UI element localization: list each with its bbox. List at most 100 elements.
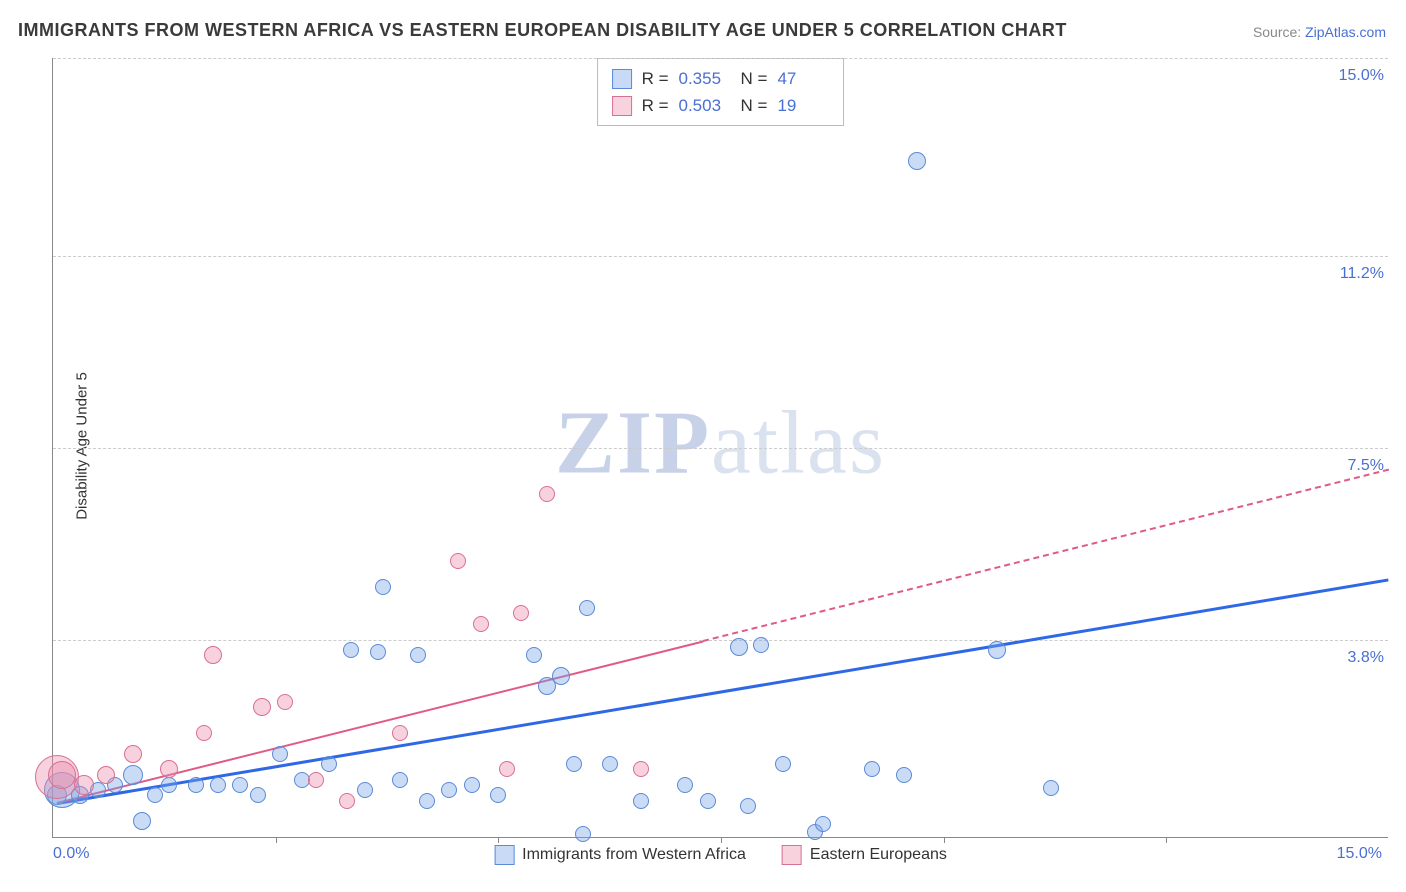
data-point (602, 756, 618, 772)
data-point (441, 782, 457, 798)
x-axis-min-label: 0.0% (53, 845, 89, 863)
trend-line (57, 640, 703, 803)
data-point (308, 772, 324, 788)
n-label: N = (741, 65, 768, 92)
legend-swatch (612, 69, 632, 89)
data-point (410, 647, 426, 663)
data-point (700, 793, 716, 809)
data-point (74, 775, 94, 795)
source-label: Source: (1253, 24, 1305, 40)
data-point (753, 637, 769, 653)
data-point (730, 638, 748, 656)
data-point (97, 766, 115, 784)
watermark-atlas: atlas (711, 393, 886, 492)
trend-line (703, 469, 1389, 642)
source-link[interactable]: ZipAtlas.com (1305, 24, 1386, 40)
data-point (160, 760, 178, 778)
data-point (499, 761, 515, 777)
data-point (633, 793, 649, 809)
r-value: 0.355 (679, 65, 731, 92)
data-point (490, 787, 506, 803)
legend-item: Eastern Europeans (782, 845, 947, 865)
data-point (357, 782, 373, 798)
data-point (253, 698, 271, 716)
legend-swatch (782, 845, 802, 865)
data-point (552, 667, 570, 685)
data-point (161, 777, 177, 793)
data-point (204, 646, 222, 664)
legend-swatch (494, 845, 514, 865)
data-point (775, 756, 791, 772)
n-value: 19 (777, 92, 829, 119)
legend-label: Eastern Europeans (810, 846, 947, 864)
chart-title: IMMIGRANTS FROM WESTERN AFRICA VS EASTER… (18, 20, 1067, 41)
data-point (473, 616, 489, 632)
data-point (277, 694, 293, 710)
y-tick-label: 15.0% (1339, 67, 1392, 85)
y-tick-label: 3.8% (1348, 649, 1392, 667)
watermark-zip: ZIP (555, 393, 711, 492)
corr-legend-row: R = 0.503 N = 19 (612, 92, 830, 119)
data-point (250, 787, 266, 803)
data-point (526, 647, 542, 663)
legend-swatch (612, 96, 632, 116)
x-tick-mark (498, 837, 499, 843)
data-point (232, 777, 248, 793)
data-point (539, 486, 555, 502)
data-point (464, 777, 480, 793)
x-tick-mark (276, 837, 277, 843)
y-tick-label: 11.2% (1340, 265, 1392, 283)
data-point (133, 812, 151, 830)
r-label: R = (642, 65, 669, 92)
data-point (210, 777, 226, 793)
correlation-legend: R = 0.355 N = 47 R = 0.503 N = 19 (597, 58, 845, 126)
gridline (53, 448, 1388, 449)
gridline (53, 256, 1388, 257)
trend-line (57, 578, 1389, 805)
r-value: 0.503 (679, 92, 731, 119)
data-point (188, 777, 204, 793)
data-point (896, 767, 912, 783)
data-point (370, 644, 386, 660)
r-label: R = (642, 92, 669, 119)
gridline (53, 58, 1388, 59)
data-point (339, 793, 355, 809)
x-tick-mark (944, 837, 945, 843)
data-point (392, 725, 408, 741)
series-legend: Immigrants from Western Africa Eastern Eu… (494, 845, 947, 865)
data-point (908, 152, 926, 170)
data-point (419, 793, 435, 809)
data-point (272, 746, 288, 762)
corr-legend-row: R = 0.355 N = 47 (612, 65, 830, 92)
gridline (53, 640, 1388, 641)
data-point (147, 787, 163, 803)
watermark: ZIPatlas (555, 391, 886, 494)
data-point (566, 756, 582, 772)
data-point (196, 725, 212, 741)
data-point (375, 579, 391, 595)
data-point (513, 605, 529, 621)
data-point (633, 761, 649, 777)
x-tick-mark (1166, 837, 1167, 843)
data-point (321, 756, 337, 772)
data-point (677, 777, 693, 793)
data-point (1043, 780, 1059, 796)
data-point (123, 765, 143, 785)
n-value: 47 (777, 65, 829, 92)
data-point (815, 816, 831, 832)
data-point (579, 600, 595, 616)
data-point (392, 772, 408, 788)
data-point (575, 826, 591, 842)
n-label: N = (741, 92, 768, 119)
data-point (864, 761, 880, 777)
data-point (343, 642, 359, 658)
x-axis-max-label: 15.0% (1337, 845, 1382, 863)
x-tick-mark (721, 837, 722, 843)
legend-label: Immigrants from Western Africa (522, 846, 746, 864)
data-point (124, 745, 142, 763)
legend-item: Immigrants from Western Africa (494, 845, 746, 865)
data-point (450, 553, 466, 569)
source-attribution: Source: ZipAtlas.com (1253, 24, 1386, 40)
data-point (988, 641, 1006, 659)
plot-area: ZIPatlas R = 0.355N = 47R = 0.503N = 19 … (52, 58, 1388, 838)
